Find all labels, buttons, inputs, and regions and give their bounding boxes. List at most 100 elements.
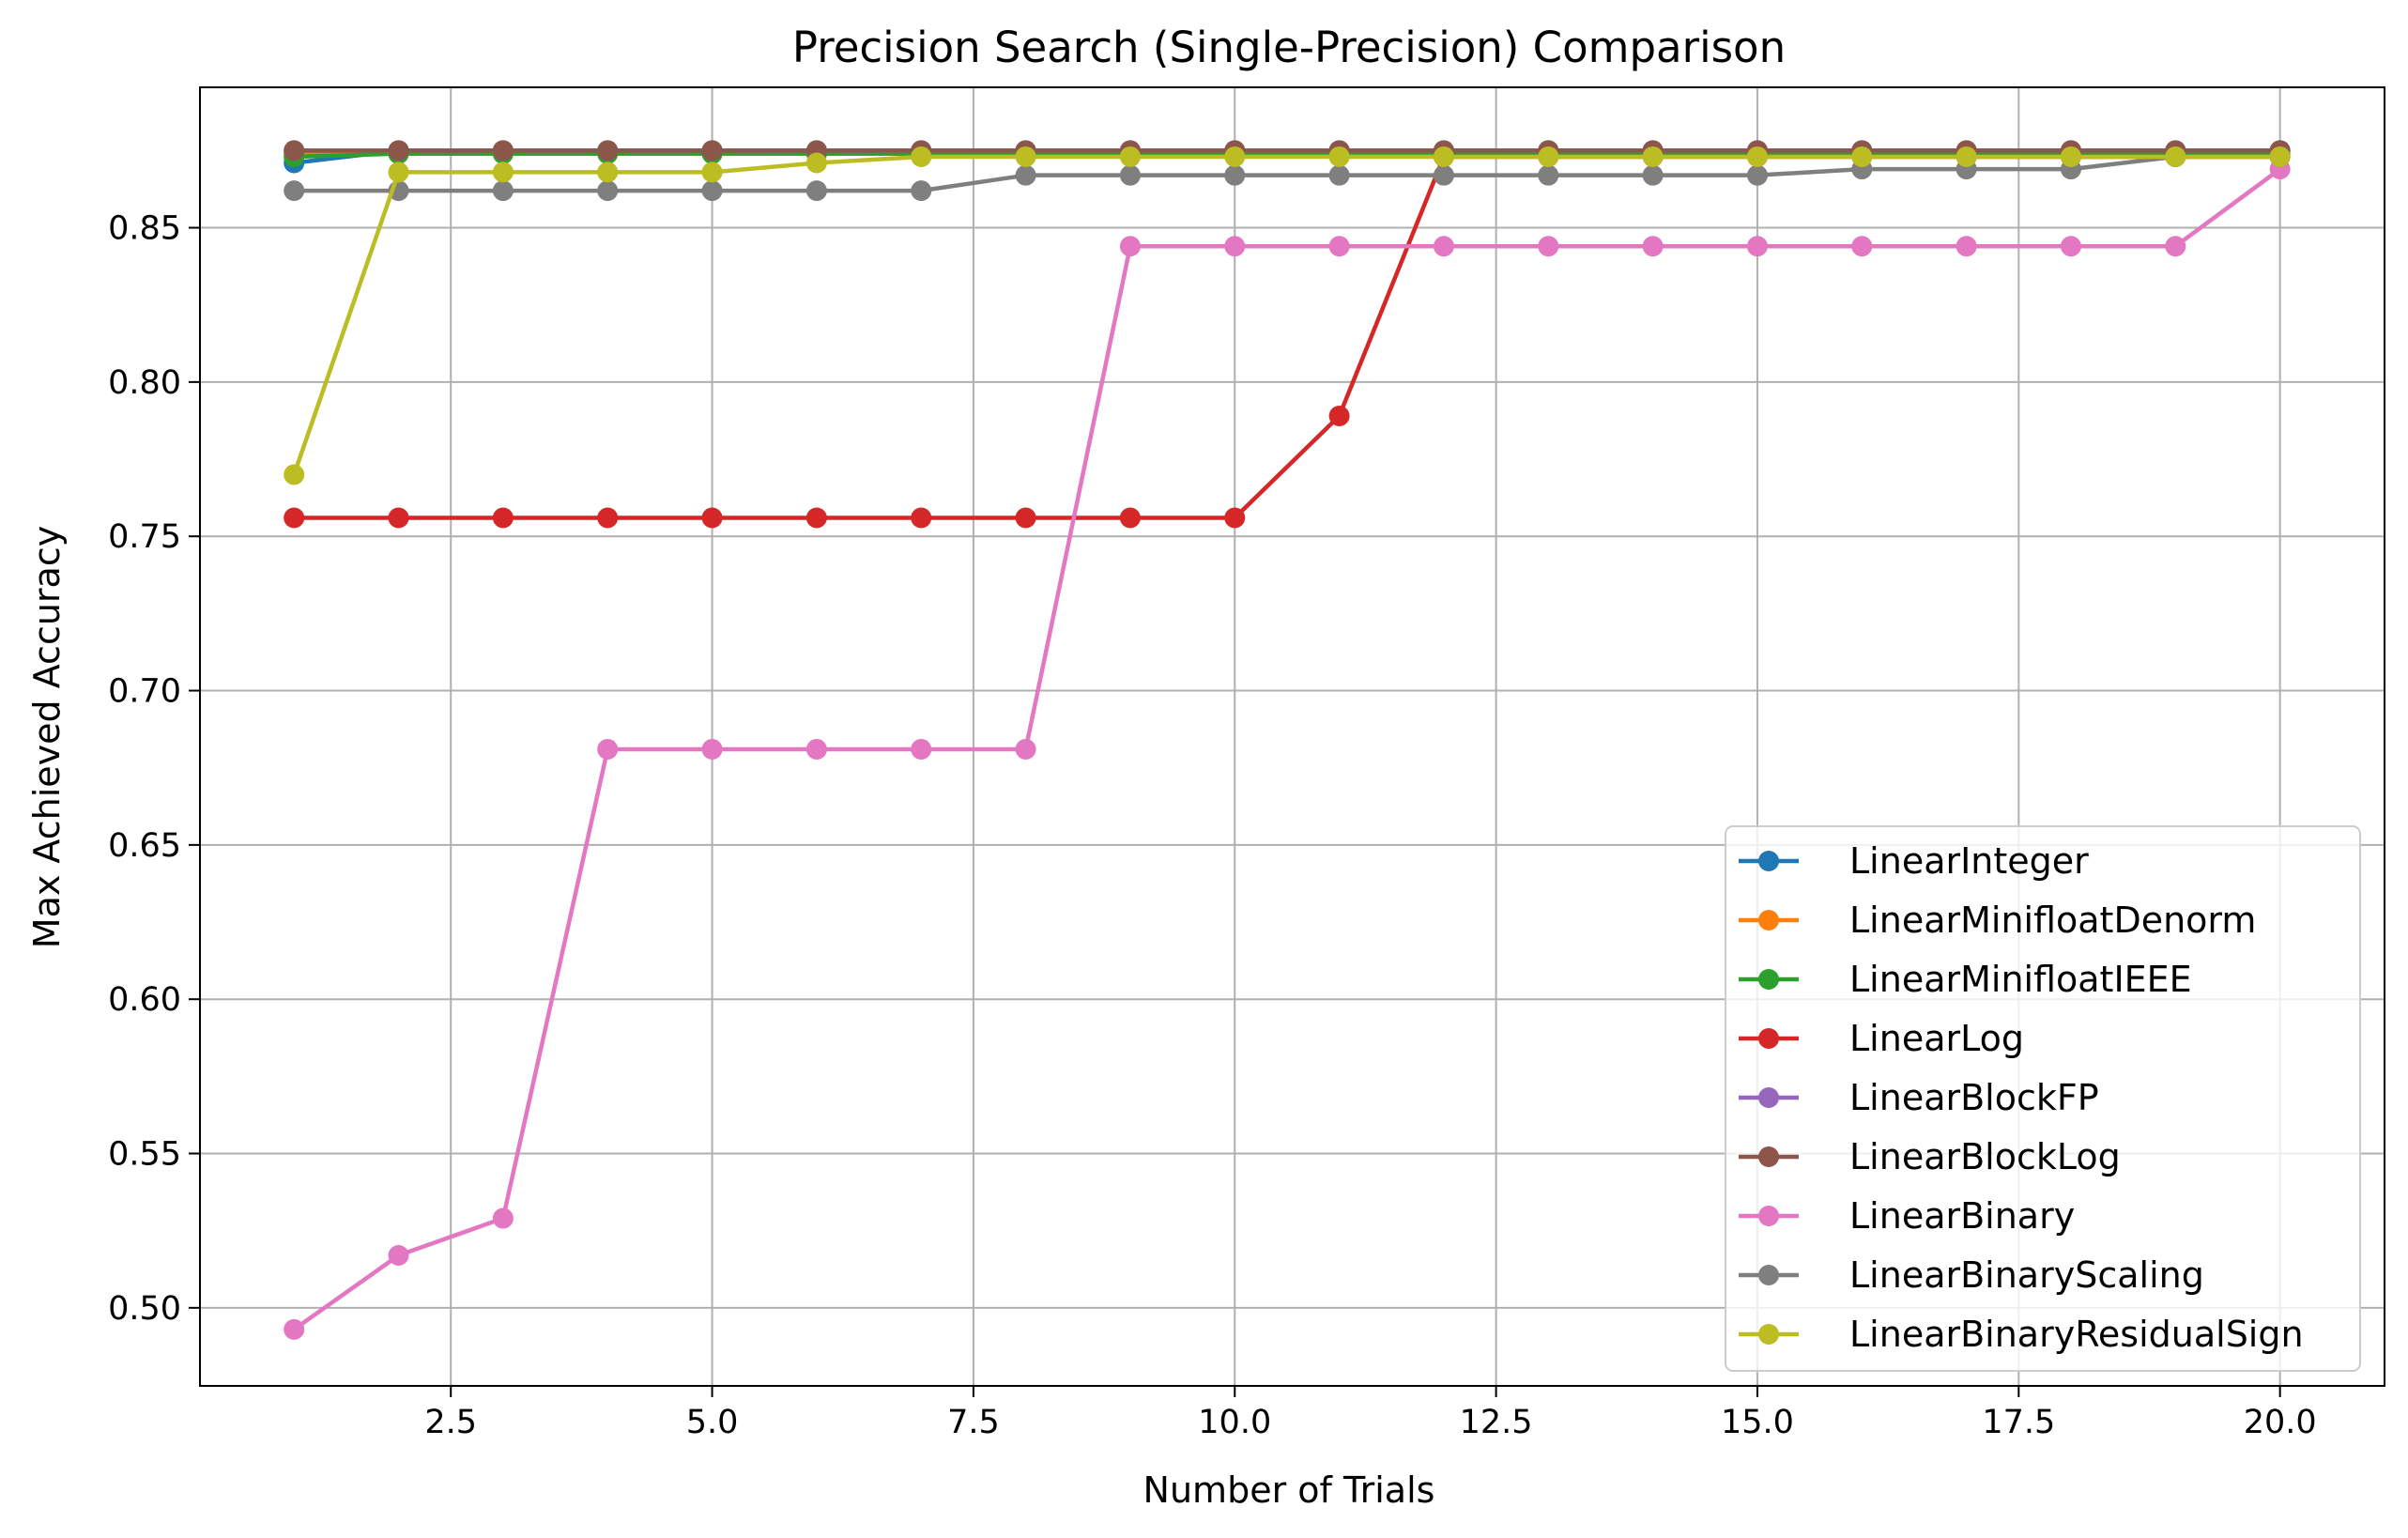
series-8 <box>284 146 2291 485</box>
data-point <box>1746 236 1768 257</box>
data-point <box>911 146 932 167</box>
data-point <box>597 161 619 183</box>
data-point <box>388 161 409 183</box>
data-point <box>1328 164 1350 186</box>
data-point <box>388 1244 409 1266</box>
data-point <box>1642 146 1664 167</box>
data-point <box>1224 507 1246 529</box>
data-point <box>284 507 305 529</box>
data-point <box>1433 146 1454 167</box>
data-point <box>1538 236 1559 257</box>
legend-label: LinearBinaryScaling <box>1849 1254 2204 1296</box>
x-axis-title: Number of Trials <box>1143 1469 1435 1511</box>
legend-swatch-marker <box>1758 1087 1779 1108</box>
data-point <box>701 738 723 760</box>
series-line <box>292 167 2281 1331</box>
data-point <box>1642 236 1664 257</box>
legend-label: LinearBinary <box>1849 1195 2075 1237</box>
data-point <box>805 180 827 202</box>
data-point <box>701 507 723 529</box>
data-point <box>597 180 619 202</box>
data-point <box>284 464 305 485</box>
data-point <box>1119 507 1141 529</box>
legend-label: LinearInteger <box>1849 840 2089 882</box>
data-point <box>1119 146 1141 167</box>
data-point <box>1851 146 1873 167</box>
data-point <box>2165 236 2186 257</box>
y-tick-label: 0.80 <box>108 364 181 402</box>
series-line <box>292 154 2280 476</box>
data-point <box>1015 146 1036 167</box>
data-point <box>1015 507 1036 529</box>
data-point <box>2165 146 2186 167</box>
legend-label: LinearMinifloatDenorm <box>1849 900 2256 941</box>
legend-label: LinearBlockLog <box>1849 1136 2121 1177</box>
data-point <box>701 161 723 183</box>
data-point <box>1746 146 1768 167</box>
x-tick-label: 2.5 <box>424 1404 477 1441</box>
data-point <box>701 140 723 161</box>
data-point <box>1224 236 1246 257</box>
data-point <box>1642 164 1664 186</box>
x-tick-label: 7.5 <box>947 1404 1000 1441</box>
data-point <box>1433 164 1454 186</box>
series-group <box>284 140 2291 1340</box>
data-point <box>492 161 514 183</box>
legend-swatch-marker <box>1758 1265 1779 1285</box>
x-tick-label: 20.0 <box>2244 1404 2317 1441</box>
legend: LinearInteger LinearMinifloatDenorm Linear… <box>1725 825 2361 1372</box>
data-point <box>701 180 723 202</box>
data-point <box>1956 146 1977 167</box>
legend-label: LinearLog <box>1849 1018 2024 1059</box>
data-point <box>911 507 932 529</box>
legend-swatch-marker <box>1758 851 1779 871</box>
data-point <box>1851 236 1873 257</box>
data-point <box>492 140 514 161</box>
series-line <box>294 151 2280 160</box>
data-point <box>284 140 305 161</box>
x-tick-label: 17.5 <box>1982 1404 2055 1441</box>
data-point <box>805 507 827 529</box>
legend-label: LinearBinaryResidualSign <box>1849 1314 2304 1355</box>
legend-swatch-marker <box>1758 1206 1779 1226</box>
data-point <box>284 1318 305 1340</box>
y-tick-label: 0.60 <box>108 981 181 1019</box>
x-tick-label: 12.5 <box>1460 1404 1533 1441</box>
plot-frame <box>199 86 2385 1387</box>
legend-swatch-marker <box>1758 1028 1779 1049</box>
y-tick-label: 0.55 <box>108 1136 181 1174</box>
y-tick-label: 0.75 <box>108 518 181 556</box>
data-point <box>911 180 932 202</box>
data-point <box>388 507 409 529</box>
data-point <box>2060 236 2081 257</box>
chart-title: Precision Search (Single-Precision) Comp… <box>792 23 1786 72</box>
legend-label: LinearBlockFP <box>1849 1077 2099 1118</box>
y-axis-title: Max Achieved Accuracy <box>26 526 68 948</box>
data-point <box>597 738 619 760</box>
data-point <box>805 738 827 760</box>
data-point <box>1538 164 1559 186</box>
data-point <box>2269 146 2291 167</box>
data-point <box>388 140 409 161</box>
data-point <box>284 180 305 202</box>
data-point <box>597 507 619 529</box>
data-point <box>1119 236 1141 257</box>
legend-frame <box>1725 825 2361 1372</box>
data-point <box>1328 236 1350 257</box>
y-tick-label: 0.85 <box>108 210 181 248</box>
data-point <box>911 738 932 760</box>
data-point <box>492 180 514 202</box>
data-point <box>1015 164 1036 186</box>
legend-swatch-marker <box>1758 1324 1779 1345</box>
axis-ticks: 2.5 5.0 7.5 10.0 12.5 15.0 17.5 20.0 0.50 0.55 0.6… <box>108 210 2317 1441</box>
data-point <box>1328 146 1350 167</box>
data-point <box>1119 164 1141 186</box>
y-tick-label: 0.50 <box>108 1290 181 1328</box>
data-point <box>597 140 619 161</box>
y-tick-label: 0.65 <box>108 827 181 865</box>
legend-swatch-marker <box>1758 1146 1779 1167</box>
x-tick-label: 15.0 <box>1721 1404 1794 1441</box>
y-tick-label: 0.70 <box>108 673 181 711</box>
series-line <box>294 154 2280 193</box>
